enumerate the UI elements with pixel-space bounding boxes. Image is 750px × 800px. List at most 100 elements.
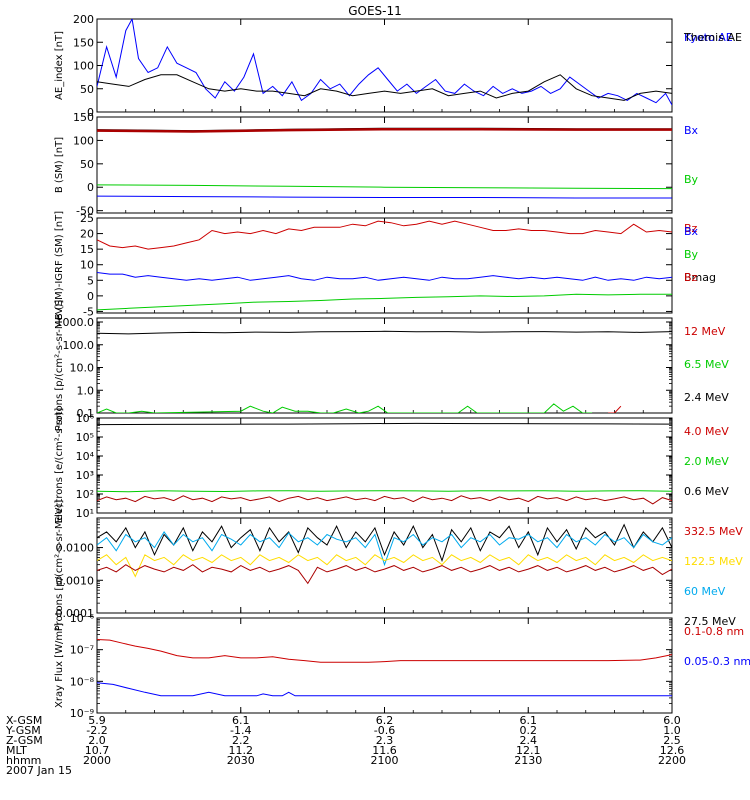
y-tick-label: 1000.0 <box>56 316 95 329</box>
legend-label: By <box>684 248 699 261</box>
x-tick-value: 11.2 <box>229 744 254 757</box>
y-tick-label: 25 <box>80 212 94 225</box>
series-line-27-5-mev <box>97 523 672 563</box>
series-group <box>97 19 672 106</box>
legend-label: 2.4 MeV <box>684 391 729 404</box>
series-line-2-4-mev <box>97 330 672 335</box>
series-line-60-mev <box>97 531 672 567</box>
series-group <box>97 422 672 505</box>
panel-5: 10¹ 10² 10³ 10⁴ 10⁵ 10⁶ Electrons [e/(cm²-s-sr… <box>54 408 729 524</box>
y-axis-label: AE_index [nT] <box>54 31 65 100</box>
x-tick-value: 2.3 <box>376 734 394 747</box>
y-tick-label: 100 <box>73 134 94 147</box>
y-tick-label: 0 <box>87 290 94 303</box>
y-tick-label: 0.0100 <box>56 542 95 555</box>
x-row-label: Y-GSM <box>5 724 41 737</box>
x-tick-value: 6.2 <box>376 714 394 727</box>
y-tick-label: 0 <box>87 181 94 194</box>
y-tick-label: 10⁶ <box>76 412 95 425</box>
y-tick-label: -50 <box>76 205 94 218</box>
series-line-122-5-mev <box>97 554 672 578</box>
legend-label: Bz <box>684 222 698 235</box>
legend-label: 0.6 MeV <box>684 485 729 498</box>
x-tick-value: 12.1 <box>516 744 541 757</box>
y-tick-label: 100 <box>73 60 94 73</box>
legend-label: 332.5 MeV <box>684 525 743 538</box>
series-line-bz <box>97 220 672 250</box>
panel-frame <box>96 18 673 113</box>
x-tick-value: 2100 <box>371 754 399 767</box>
y-tick-label: 15 <box>80 243 94 256</box>
series-line-332-5-mev <box>97 564 672 585</box>
x-tick-value: 6.0 <box>663 714 681 727</box>
figure-title: GOES-11 <box>348 4 402 18</box>
y-tick-label: 50 <box>80 158 94 171</box>
panel-7: 10⁻⁹ 10⁻⁸ 10⁻⁷ 10⁻⁶ Xray Flux [W/m²] 0.1-0.8 … <box>54 612 750 720</box>
x-tick-value: 2.4 <box>520 734 538 747</box>
y-axis-label: Electrons [e/(cm²-s-sr)] <box>54 408 65 524</box>
x-tick-value: 2130 <box>514 754 542 767</box>
series-group <box>97 127 672 199</box>
legend-label: 60 MeV <box>684 585 726 598</box>
legend-label: Bx <box>684 124 699 137</box>
series-group <box>97 639 672 697</box>
y-tick-label: 10³ <box>76 469 94 482</box>
x-tick-value: 1.0 <box>663 724 681 737</box>
x-tick-value: 6.1 <box>520 714 538 727</box>
y-axis-label: Protons [p/(cm²-s-sr-MeV)] <box>54 500 65 632</box>
y-tick-label: 200 <box>73 13 94 26</box>
series-line-by <box>97 184 672 190</box>
y-tick-label: 0.1 <box>77 407 95 420</box>
x-row-label: Z-GSM <box>6 734 43 747</box>
x-tick-value: 2000 <box>83 754 111 767</box>
panel-frame <box>96 417 673 514</box>
y-tick-label: 10⁻⁶ <box>70 612 95 625</box>
x-tick-value: 0.2 <box>520 724 538 737</box>
y-tick-label: 10.0 <box>70 362 95 375</box>
date-label: 2007 Jan 15 <box>6 764 72 777</box>
y-tick-label: 100.0 <box>63 339 95 352</box>
x-tick-value: -2.2 <box>86 724 107 737</box>
series-line-bx <box>97 195 672 199</box>
series-line-6-5-mev <box>97 403 593 413</box>
y-tick-label: 150 <box>73 36 94 49</box>
y-tick-label: 0 <box>87 106 94 119</box>
x-tick-value: 2.5 <box>663 734 681 747</box>
x-tick-value: -0.6 <box>374 724 395 737</box>
series-line-kyoto-ae <box>97 19 672 106</box>
series-group <box>97 220 672 311</box>
legend-label: Kyoto AE <box>684 31 733 44</box>
y-tick-label: -5 <box>83 305 94 318</box>
y-tick-label: 20 <box>80 228 94 241</box>
x-tick-value: 5.9 <box>88 714 106 727</box>
legend-label: 0.1-0.8 nm <box>684 625 744 638</box>
series-line-12-mev <box>608 405 622 413</box>
y-tick-label: 10⁻⁸ <box>70 675 95 688</box>
x-row-label: MLT <box>6 744 27 757</box>
series-group <box>97 330 672 413</box>
legend-label: By <box>684 173 699 186</box>
y-tick-label: 0.0010 <box>56 574 95 587</box>
series-line-2-0-mev <box>97 490 672 493</box>
x-tick-value: 6.1 <box>232 714 250 727</box>
y-tick-label: 10⁻⁹ <box>70 707 94 720</box>
panel-3: -5 0 5 10 15 20 25 B (SM)-IGRF (SM) [nT] Bx By Bz <box>54 211 699 320</box>
y-axis-label: B (SM) [nT] <box>54 137 65 193</box>
legend-label: 6.5 MeV <box>684 358 729 371</box>
y-tick-label: 10⁵ <box>76 431 94 444</box>
y-tick-label: 1.0 <box>77 384 95 397</box>
x-tick-value: 2030 <box>227 754 255 767</box>
legend-label: 12 MeV <box>684 325 726 338</box>
x-tick-value: 2200 <box>658 754 686 767</box>
series-group <box>97 523 672 585</box>
legend-label: Bmag <box>684 271 716 284</box>
x-row-label: hhmm <box>6 754 41 767</box>
legend-label: Bz <box>684 271 698 284</box>
y-tick-label: 150 <box>73 111 94 124</box>
x-tick-value: 2.0 <box>88 734 106 747</box>
series-line-4-0-mev <box>97 495 672 505</box>
y-tick-label: 0.0001 <box>56 607 95 620</box>
